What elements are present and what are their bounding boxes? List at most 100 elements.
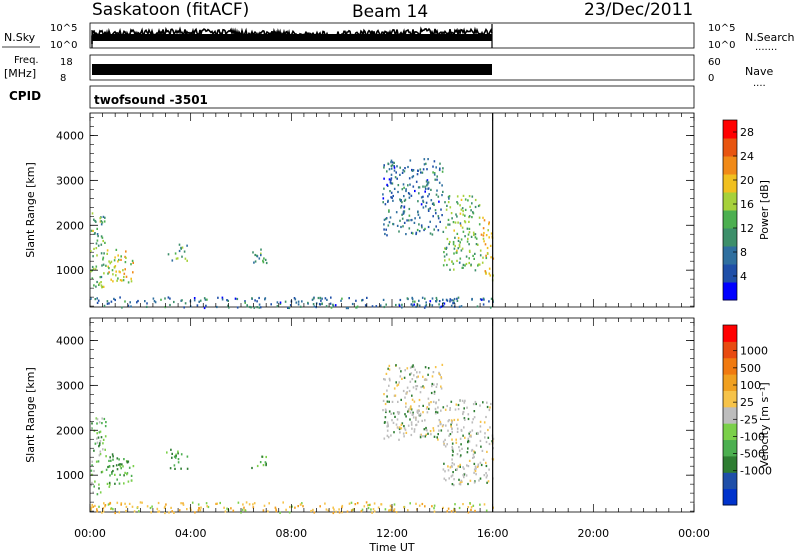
- range-cell: [413, 221, 416, 224]
- range-cell: [393, 161, 395, 164]
- range-cell: [99, 450, 102, 453]
- range-cell: [382, 193, 384, 196]
- range-cell: [104, 216, 106, 219]
- range-cell: [475, 432, 478, 435]
- range-cell: [125, 256, 127, 259]
- range-cell: [236, 297, 239, 301]
- range-cell: [123, 474, 125, 477]
- colorbar-swatch: [723, 210, 737, 229]
- range-cell: [470, 209, 472, 212]
- x-tick-labels: 00:00 04:00 08:00 12:00 16:00 20:00 00:00: [74, 527, 710, 540]
- range-cell: [390, 434, 392, 437]
- range-cell: [447, 195, 450, 199]
- range-cell: [204, 298, 207, 301]
- range-cell: [99, 430, 102, 433]
- range-cell: [385, 410, 387, 414]
- range-cell: [268, 502, 270, 505]
- range-cell: [425, 407, 428, 410]
- range-cell: [386, 170, 388, 173]
- range-cell: [121, 279, 123, 282]
- range-cell: [462, 210, 464, 213]
- range-cell: [407, 410, 409, 413]
- range-cell: [390, 191, 393, 194]
- range-cell: [461, 447, 463, 450]
- range-cell: [415, 232, 417, 236]
- range-cell: [112, 508, 114, 511]
- colorbar-swatch: [723, 264, 737, 283]
- range-cell: [411, 169, 414, 172]
- range-cell: [424, 227, 426, 230]
- range-cell: [388, 364, 391, 367]
- range-cell: [457, 403, 460, 407]
- beam-title: Beam 14: [352, 2, 428, 22]
- range-cell: [396, 224, 399, 227]
- range-cell: [409, 502, 411, 505]
- range-cell: [108, 481, 111, 484]
- range-cell: [102, 438, 105, 441]
- range-cell: [367, 507, 370, 510]
- range-cell: [383, 164, 385, 167]
- range-cell: [445, 253, 448, 256]
- range-cell: [427, 181, 430, 184]
- range-cell: [431, 297, 434, 300]
- range-cell: [439, 220, 441, 223]
- range-cell: [398, 381, 400, 384]
- range-cell: [393, 509, 395, 512]
- range-cell: [449, 206, 452, 209]
- range-cell: [442, 230, 445, 233]
- range-cell: [437, 438, 439, 441]
- range-cell: [440, 305, 443, 308]
- range-cell: [479, 461, 482, 464]
- range-cell: [486, 481, 488, 484]
- nsky-tick-bottom-right: 10^0: [708, 40, 735, 51]
- range-cell: [178, 509, 181, 512]
- range-cell: [422, 404, 424, 407]
- range-cell: [114, 265, 117, 268]
- range-cell: [451, 465, 453, 468]
- range-cell: [109, 502, 112, 505]
- range-cell: [393, 503, 396, 506]
- range-cell: [472, 254, 474, 257]
- range-cell: [476, 465, 479, 468]
- range-cell: [454, 236, 456, 239]
- range-cell: [403, 199, 406, 202]
- range-cell: [473, 257, 475, 260]
- range-cell: [262, 509, 265, 512]
- range-cell: [388, 178, 391, 181]
- range-cell: [452, 240, 455, 244]
- range-cell: [458, 446, 460, 449]
- range-cell: [403, 170, 406, 173]
- range-cell: [454, 503, 456, 506]
- range-cell: [333, 508, 335, 511]
- range-cell: [180, 502, 182, 505]
- range-cell: [259, 461, 262, 464]
- range-cell: [421, 502, 424, 506]
- range-cell: [361, 299, 363, 302]
- range-cell: [391, 164, 394, 167]
- range-cell: [411, 304, 414, 307]
- range-cell: [419, 168, 422, 171]
- range-cell: [422, 435, 424, 438]
- range-cell: [275, 508, 277, 511]
- range-cell: [429, 207, 431, 210]
- range-cell: [461, 266, 464, 269]
- range-cell: [462, 230, 465, 233]
- range-cell: [466, 227, 469, 230]
- range-cell: [171, 452, 173, 455]
- range-cell: [96, 432, 98, 435]
- range-cell: [100, 252, 103, 255]
- colorbar-swatch: [723, 357, 737, 375]
- range-cell: [475, 237, 478, 240]
- range-cell: [433, 390, 436, 393]
- range-cell: [457, 296, 460, 299]
- range-cell: [489, 306, 492, 309]
- range-cell: [276, 301, 279, 304]
- range-cell: [460, 249, 463, 252]
- range-cell: [462, 434, 464, 437]
- range-cell: [130, 474, 133, 477]
- range-cell: [390, 159, 393, 162]
- range-cell: [410, 433, 413, 437]
- range-cell: [177, 450, 179, 453]
- range-cell: [486, 405, 489, 409]
- range-cell: [152, 297, 155, 300]
